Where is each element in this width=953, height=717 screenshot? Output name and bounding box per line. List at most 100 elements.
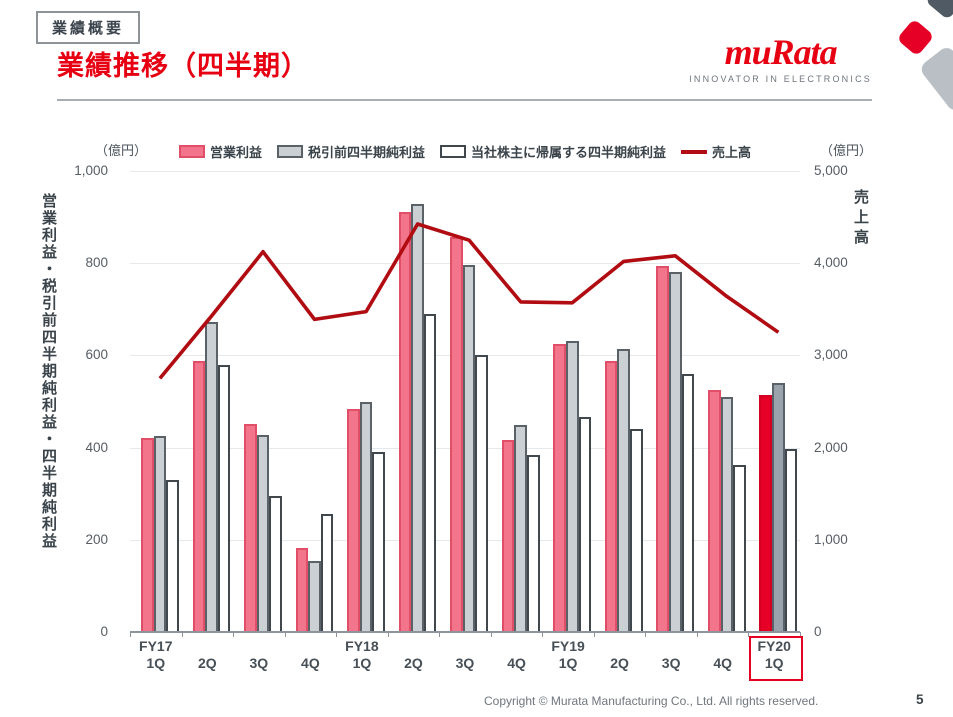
- gridline: [130, 263, 800, 265]
- bar-pretax-income: [772, 383, 785, 632]
- x-tick-mark: [800, 632, 801, 637]
- x-tick-label: FY20 1Q: [748, 638, 800, 672]
- left-y-tick-label: 800: [85, 255, 108, 271]
- bar-operating-profit: [141, 438, 154, 632]
- page-title: 業績推移（四半期）: [57, 51, 309, 81]
- x-tick-label: 2Q: [594, 638, 646, 672]
- legend-label: 営業利益: [209, 145, 262, 160]
- x-tick-label: 3Q: [233, 638, 285, 672]
- bar-net-income: [681, 373, 695, 632]
- legend-bar-swatch-icon: [440, 145, 466, 158]
- right-y-tick-label: 2,000: [814, 439, 848, 455]
- fiscal-year-label: [182, 638, 234, 655]
- bar-operating-profit: [398, 211, 412, 632]
- fiscal-year-label: [233, 638, 285, 655]
- bar-operating-profit: [553, 343, 566, 632]
- quarter-label: 4Q: [301, 655, 320, 671]
- bar-pretax-income: [617, 348, 631, 632]
- x-tick-label: 2Q: [388, 638, 440, 672]
- fiscal-year-label: FY18: [345, 638, 379, 654]
- bar-net-income: [166, 479, 179, 632]
- bar-net-income: [578, 416, 592, 632]
- sales-line: [158, 222, 780, 380]
- bar-operating-profit: [192, 360, 206, 632]
- x-tick-label: 3Q: [439, 638, 491, 672]
- section-label: 業績概要: [36, 11, 141, 44]
- legend-line-swatch-icon: [681, 149, 708, 154]
- quarter-label: 3Q: [249, 655, 269, 671]
- fiscal-year-label: [439, 638, 491, 655]
- legend-item: 税引前四半期純利益: [276, 142, 425, 161]
- bar-pretax-income: [308, 560, 321, 632]
- x-tick-mark: [284, 632, 286, 637]
- left-y-tick-label: 200: [85, 531, 108, 547]
- bar-operating-profit: [759, 394, 773, 632]
- left-y-tick-label: 1,000: [74, 163, 108, 178]
- bar-net-income: [217, 364, 231, 632]
- x-tick-mark: [542, 632, 544, 637]
- legend-bar-swatch-icon: [276, 145, 303, 158]
- bar-pretax-income: [565, 340, 579, 632]
- murata-logo: muRata INNOVATOR IN ELECTRONICS: [689, 34, 872, 84]
- bar-pretax-income: [720, 396, 734, 632]
- quarter-label: 2Q: [197, 655, 217, 671]
- bar-net-income: [526, 454, 540, 632]
- bar-pretax-income: [668, 272, 682, 632]
- right-y-tick-label: 5,000: [814, 163, 848, 178]
- quarter-label: 3Q: [661, 655, 681, 671]
- bar-net-income: [784, 449, 798, 632]
- fiscal-year-label: FY20: [757, 638, 791, 654]
- right-axis-unit: （億円）: [820, 143, 873, 158]
- deco-diamond-light-icon: [918, 44, 953, 114]
- bar-operating-profit: [450, 237, 463, 632]
- bar-net-income: [733, 465, 746, 632]
- legend-label: 税引前四半期純利益: [307, 145, 425, 160]
- x-tick-label: 3Q: [645, 638, 697, 672]
- gridline: [130, 171, 800, 172]
- quarter-label: 1Q: [558, 655, 578, 671]
- x-tick-label: FY17 1Q: [130, 638, 182, 672]
- x-tick-label: FY18 1Q: [336, 638, 388, 672]
- bar-operating-profit: [604, 360, 618, 632]
- legend-label: 当社株主に帰属する四半期純利益: [471, 145, 667, 160]
- deco-diamond-red-icon: [896, 18, 935, 57]
- deco-diamond-dark-icon: [924, 0, 953, 21]
- fiscal-year-label: [697, 638, 749, 655]
- quarter-label: 2Q: [610, 655, 629, 671]
- sales-line-chart: [158, 222, 780, 380]
- bar-operating-profit: [707, 389, 721, 632]
- bar-operating-profit: [656, 265, 669, 632]
- fiscal-year-label: [388, 638, 440, 655]
- baseline: [130, 631, 800, 633]
- right-y-tick-label: 1,000: [814, 531, 848, 547]
- x-tick-label: FY19 1Q: [542, 638, 594, 672]
- quarter-label: 1Q: [146, 655, 166, 671]
- left-y-tick-label: 400: [85, 439, 108, 455]
- x-tick-mark: [645, 632, 647, 637]
- logo-tagline: INNOVATOR IN ELECTRONICS: [689, 74, 872, 84]
- fiscal-year-label: [645, 638, 697, 655]
- bar-pretax-income: [205, 321, 218, 632]
- quarter-label: 3Q: [455, 655, 475, 671]
- chart-legend: 営業利益 税引前四半期純利益 当社株主に帰属する四半期純利益 売上高: [130, 142, 800, 161]
- x-tick-mark: [233, 632, 235, 637]
- logo-wordmark: muRata: [724, 32, 838, 72]
- quarter-label: 1Q: [764, 655, 784, 671]
- legend-bar-swatch-icon: [178, 145, 205, 158]
- fiscal-year-label: FY17: [139, 638, 173, 654]
- x-tick-label: 2Q: [182, 638, 234, 672]
- bar-pretax-income: [514, 424, 527, 632]
- page-number: 5: [916, 692, 924, 707]
- x-tick-mark: [387, 632, 389, 637]
- copyright: Copyright © Murata Manufacturing Co., Lt…: [484, 694, 819, 708]
- x-tick-mark: [336, 632, 338, 637]
- quarter-label: 1Q: [352, 655, 372, 671]
- bar-net-income: [269, 496, 282, 632]
- bar-net-income: [423, 313, 437, 632]
- right-y-tick-label: 0: [814, 624, 822, 639]
- x-tick-mark: [439, 632, 441, 637]
- bar-net-income: [475, 355, 489, 632]
- right-y-tick-label: 4,000: [814, 255, 848, 271]
- x-tick-mark: [748, 632, 750, 637]
- quarter-label: 4Q: [507, 655, 526, 671]
